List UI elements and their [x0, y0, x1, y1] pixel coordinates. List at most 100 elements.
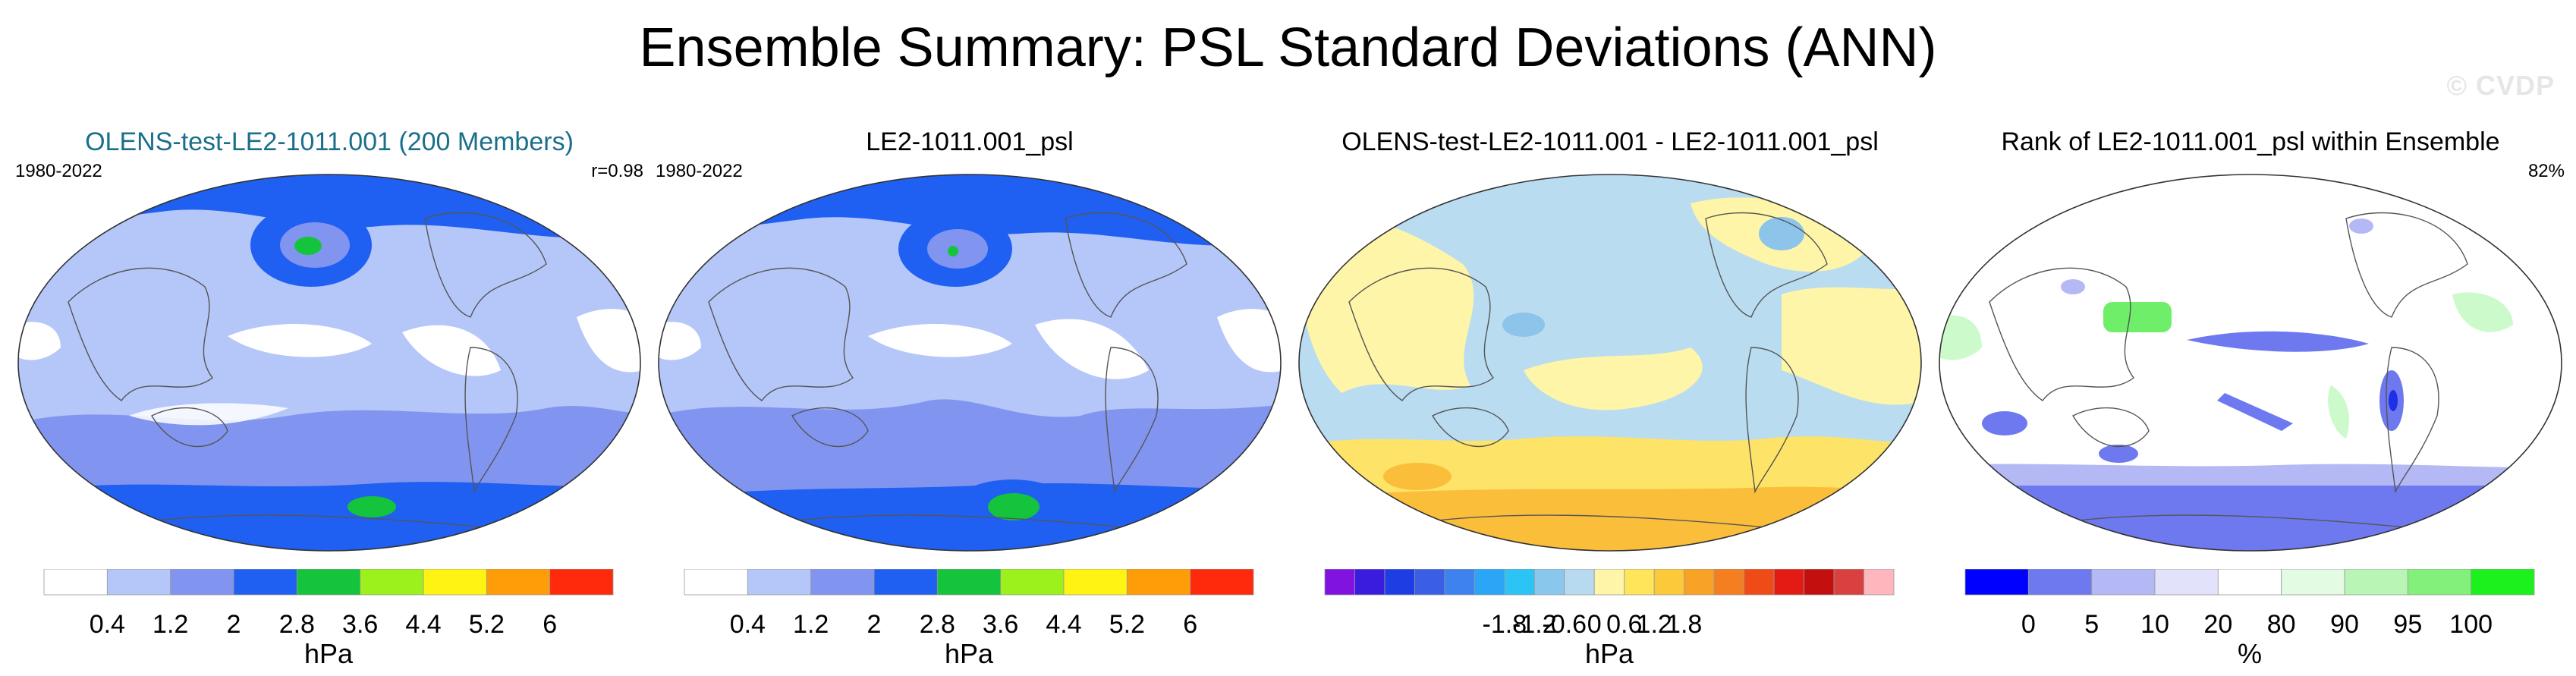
colorbar-tick-label: 6 [543, 610, 557, 639]
colorbar-swatch [2091, 569, 2156, 596]
panel-title: Rank of LE2-1011.001_psl within Ensemble [2001, 127, 2500, 156]
colorbar-tick-label: 2.8 [279, 610, 315, 639]
colorbar-tick-label: 1.2 [153, 610, 188, 639]
colorbar-panel-2: -1.8-1.2-0.6 0 0.61.21.8 hPa [1324, 569, 1895, 669]
map-region-low-south [129, 403, 288, 426]
colorbar-swatch [1504, 569, 1535, 596]
map-region-neg-north [1759, 217, 1804, 250]
colorbar-swatch [1354, 569, 1386, 596]
map-region-rank-lowest [2389, 390, 2398, 411]
map-panel-1 [658, 174, 1282, 552]
map-region-neg-pacific [1502, 313, 1545, 337]
panel-rank: Rank of LE2-1011.001_psl within Ensemble… [1932, 114, 2569, 676]
colorbar-swatch [549, 569, 614, 596]
map-region-pos-east [1782, 287, 1921, 405]
colorbar-swatch [1324, 569, 1355, 596]
map-region-rank-band-asia [2061, 279, 2085, 294]
colorbar-tick-label: 20 [2203, 610, 2232, 639]
colorbar-tick-label: 5.2 [1109, 610, 1145, 639]
colorbar-tick-label: 2.8 [920, 610, 955, 639]
colorbar-swatch [43, 569, 108, 596]
map-region-low-east [1217, 309, 1281, 373]
colorbar-swatch [2407, 569, 2472, 596]
colorbar-swatch [2344, 569, 2408, 596]
map-panel-2 [1298, 174, 1922, 552]
colorbar-swatch [2471, 569, 2535, 596]
map-region-pos-south-strong [1299, 486, 1921, 551]
colorbar-swatch [1126, 569, 1191, 596]
map-region-low-america [1035, 319, 1149, 379]
map-region-rank-high-pacific [2103, 302, 2172, 332]
colorbar-tick-label: 5.2 [469, 610, 505, 639]
map-region-rank-low-diagonal [2217, 393, 2293, 431]
colorbar-panel-1: 0.4 1.2 2 2.8 3.6 4.4 5.2 6 hPa [684, 569, 1254, 669]
colorbar-tick-label: 4.4 [1046, 610, 1081, 639]
colorbar-swatch [1414, 569, 1445, 596]
colorbar-swatch [873, 569, 938, 596]
panel-title: LE2-1011.001_psl [866, 127, 1074, 156]
map-region-pos-pacific [1524, 347, 1703, 410]
colorbar-tick-label: 100 [2449, 610, 2493, 639]
colorbar-tick-label: 2 [867, 610, 882, 639]
colorbar-swatch [360, 569, 424, 596]
colorbar-tick-label: 1.2 [1637, 610, 1672, 639]
colorbar-tick-label: 1.8 [1666, 610, 1702, 639]
colorbar-swatch [233, 569, 297, 596]
colorbar-tick-label: 10 [2140, 610, 2169, 639]
map-region-low-pacific [228, 323, 372, 357]
colorbar-tick-label: 0 [2021, 610, 2036, 639]
colorbar-tick-label: 4.4 [405, 610, 441, 639]
colorbar-tick-label: 6 [1183, 610, 1197, 639]
map-region-south-peak [988, 493, 1040, 520]
colorbar-swatch [810, 569, 875, 596]
map-region-pos-spot [1383, 463, 1452, 490]
panel-period: 1980-2022 [656, 161, 743, 181]
colorbar-swatch [1804, 569, 1835, 596]
map-region-low-west [18, 322, 61, 360]
colorbar-swatch [1000, 569, 1065, 596]
colorbar-swatch [423, 569, 487, 596]
panel-rank-percent: 82% [2527, 161, 2565, 181]
colorbar-tick-label: 80 [2267, 610, 2296, 639]
colorbar-unit-label: hPa [1585, 638, 1634, 669]
map-panel-3 [1939, 174, 2562, 552]
panel-member: LE2-1011.001_psl 1980-2022 0.4 1.2 2 [651, 114, 1288, 676]
colorbar-swatch [1713, 569, 1745, 596]
panel-correlation: r=0.98 [591, 161, 643, 181]
map-region-south-peak [348, 496, 396, 517]
colorbar-swatch [1624, 569, 1655, 596]
colorbar-tick-label: 0.4 [730, 610, 766, 639]
colorbar-swatch [684, 569, 748, 596]
colorbar-swatch [747, 569, 812, 596]
colorbar-swatch [1653, 569, 1685, 596]
colorbar-swatch [296, 569, 361, 596]
colorbar-tick-label: 0.4 [90, 610, 125, 639]
colorbar-tick-label: 5 [2084, 610, 2099, 639]
colorbar-swatch [1384, 569, 1415, 596]
colorbar-swatch [1474, 569, 1505, 596]
colorbar-swatch [1593, 569, 1625, 596]
colorbar-tick-label: -1.8 [1483, 610, 1527, 639]
map-region-low-east [577, 309, 640, 373]
colorbar-tick-label: -1.2 [1512, 610, 1557, 639]
panel-period: 1980-2022 [15, 161, 102, 181]
colorbar-tick-label: 3.6 [983, 610, 1018, 639]
colorbar-swatch [170, 569, 234, 596]
colorbar-swatch [1744, 569, 1775, 596]
map-region-aleutian-peak [294, 237, 322, 255]
watermark: © CVDP [2446, 70, 2555, 101]
panel-title: OLENS-test-LE2-1011.001 (200 Members) [85, 127, 574, 156]
colorbar-swatch [1864, 569, 1895, 596]
colorbar-tick-label: 0.6 [1606, 610, 1642, 639]
colorbar-swatch [1190, 569, 1254, 596]
colorbar-tick-label: 3.6 [342, 610, 378, 639]
colorbar-swatch [106, 569, 171, 596]
colorbar-swatch [1773, 569, 1804, 596]
colorbar-tick-label: -0.6 [1542, 610, 1587, 639]
map-region-aleutian-peak [948, 246, 958, 256]
map-region-rank-mid-west [1939, 315, 1982, 360]
colorbar-unit-label: hPa [304, 638, 354, 669]
colorbar-unit-label: hPa [945, 638, 994, 669]
map-region-rank-low-south [1939, 476, 2562, 551]
colorbar-tick-label: 2 [227, 610, 241, 639]
